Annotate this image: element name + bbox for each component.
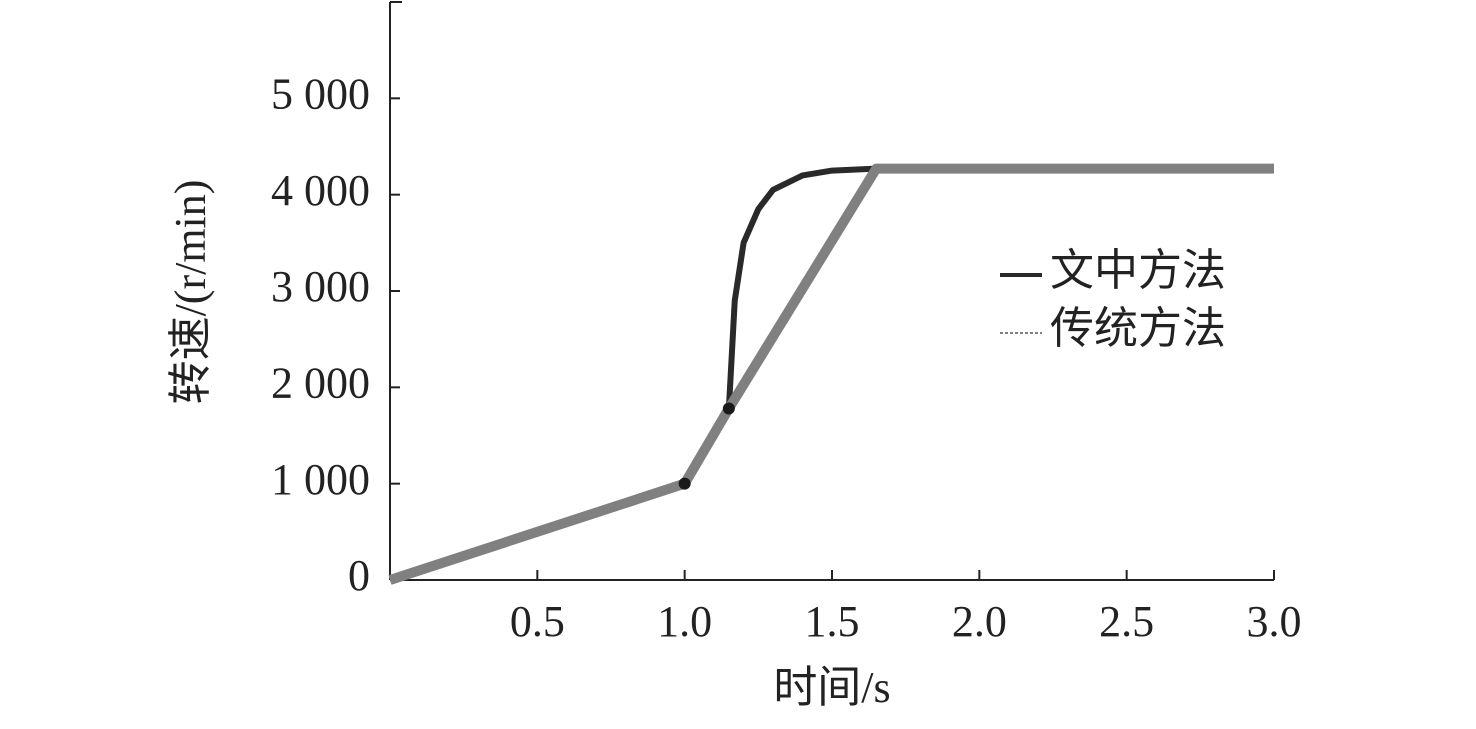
marker-point (678, 477, 691, 490)
x-tick-label: 2.0 (952, 597, 1007, 646)
y-tick-label: 4 000 (271, 166, 370, 215)
y-tick-label: 1 000 (271, 455, 370, 504)
x-tick-label: 0.5 (510, 597, 565, 646)
x-tick-label: 1.0 (657, 597, 712, 646)
x-axis-label: 时间/s (773, 663, 890, 712)
legend-label: 传统方法 (1050, 304, 1226, 353)
legend-label: 文中方法 (1050, 246, 1226, 295)
x-tick-label: 3.0 (1247, 597, 1302, 646)
series-line (388, 163, 1274, 585)
y-axis-label: 转速/(r/min) (166, 180, 215, 405)
y-tick-label: 5 000 (271, 69, 370, 118)
y-tick-label: 0 (348, 551, 370, 600)
series-line (389, 165, 1274, 583)
y-tick-label: 3 000 (271, 262, 370, 311)
y-tick-label: 2 000 (271, 358, 370, 407)
x-tick-label: 2.5 (1099, 597, 1154, 646)
x-tick-label: 1.5 (805, 597, 860, 646)
marker-point (722, 402, 735, 415)
